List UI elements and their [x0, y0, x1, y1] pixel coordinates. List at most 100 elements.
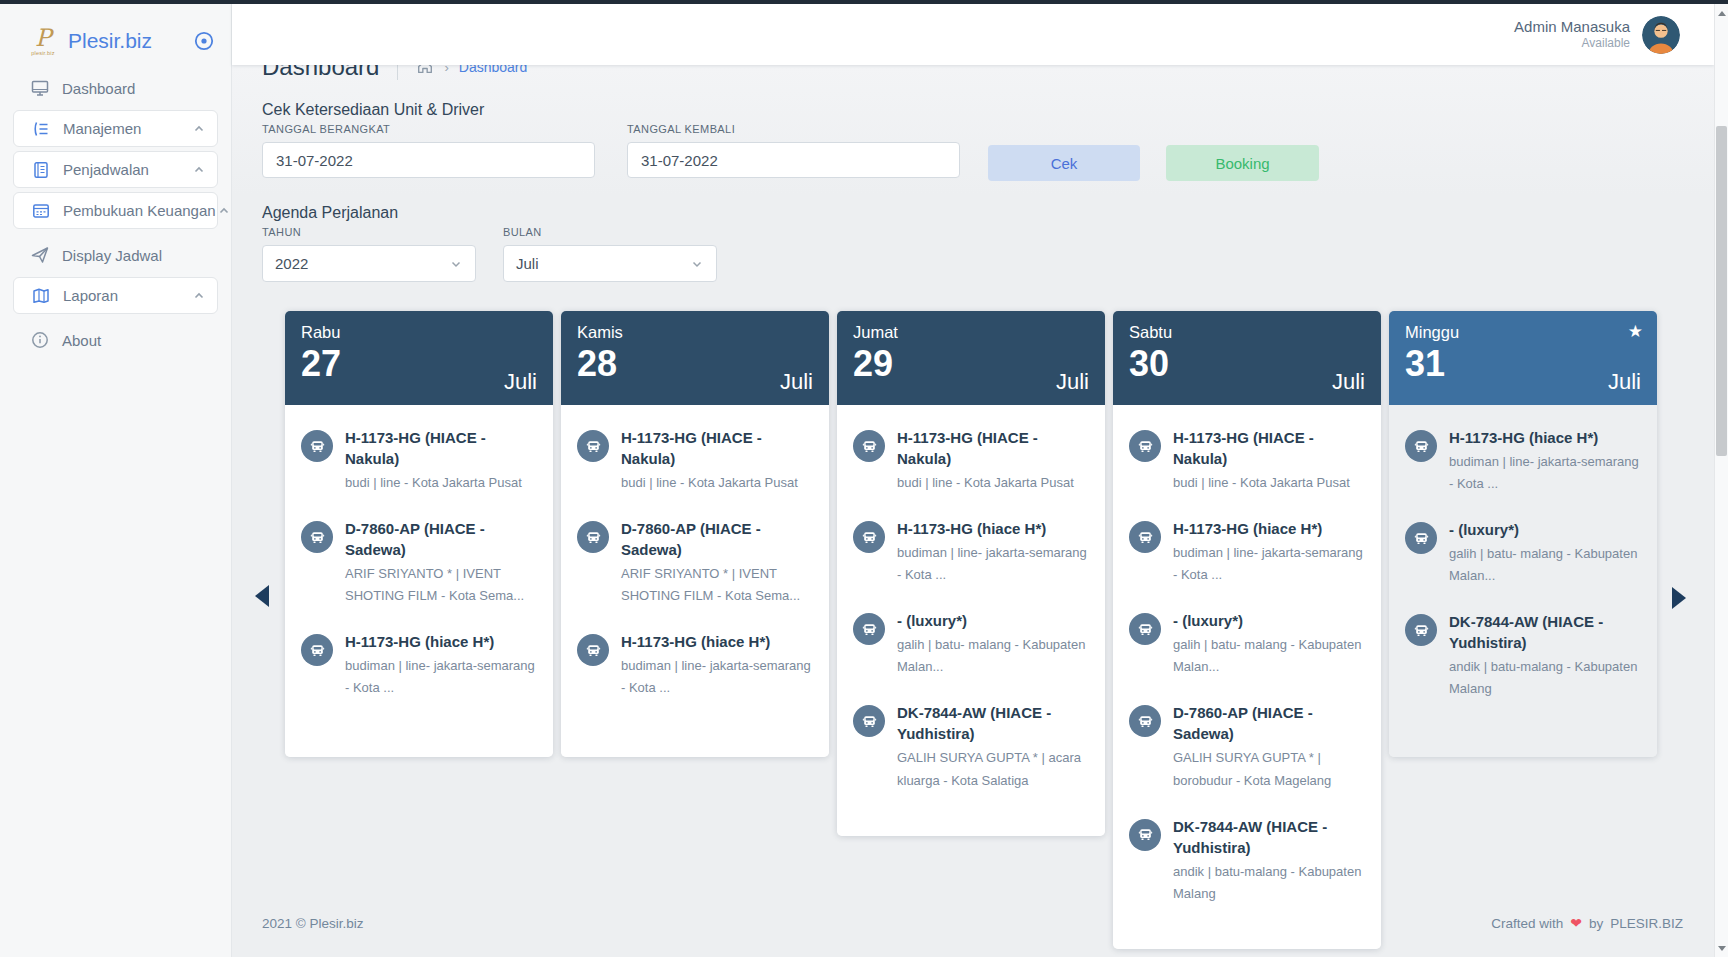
trip-details: budiman | line- jakarta-semarang - Kota … [621, 655, 815, 699]
schedule-item[interactable]: DK-7844-AW (HIACE - Yudhistira) andik | … [1405, 611, 1645, 700]
logo-p-glyph: P [35, 26, 51, 50]
day-month: Juli [1608, 369, 1641, 395]
day-card-header[interactable]: ★ Sabtu 30 Juli [1113, 311, 1381, 405]
vehicle-title: D-7860-AP (HIACE - Sadewa) [1173, 702, 1367, 744]
user-meta: Admin Manasuka Available [1514, 17, 1630, 52]
schedule-item[interactable]: H-1173-HG (hiace H*) budiman | line- jak… [853, 518, 1093, 586]
ledger-icon [31, 201, 51, 221]
trip-details: ARIF SRIYANTO * | IVENT SHOTING FILM - K… [621, 563, 815, 607]
month-select[interactable]: Juli [503, 245, 717, 282]
day-card-body: H-1173-HG (HIACE - Nakula) budi | line -… [561, 405, 829, 757]
sidebar-item-laporan[interactable]: Laporan [13, 277, 218, 314]
sidebar-nav: Dashboard Manajemen Penjadwalan Pe [0, 70, 231, 358]
return-date-label: TANGGAL KEMBALI [627, 123, 960, 135]
vehicle-icon [1129, 430, 1161, 462]
schedule-item-text: DK-7844-AW (HIACE - Yudhistira) andik | … [1173, 816, 1367, 905]
day-month: Juli [504, 369, 537, 395]
schedule-item[interactable]: H-1173-HG (hiace H*) budiman | line- jak… [577, 631, 817, 699]
schedule-item[interactable]: D-7860-AP (HIACE - Sadewa) ARIF SRIYANTO… [301, 518, 541, 607]
day-card: ★ Jumat 29 Juli H-1173-HG (HIACE - Nakul… [837, 311, 1105, 836]
depart-date-input[interactable] [262, 142, 595, 178]
brand-logo[interactable]: P plesir.biz [26, 26, 60, 57]
home-icon[interactable] [416, 65, 434, 76]
user-name: Admin Manasuka [1514, 17, 1630, 37]
schedule-item[interactable]: DK-7844-AW (HIACE - Yudhistira) GALIH SU… [853, 702, 1093, 791]
day-number: 28 [577, 343, 813, 385]
day-card-header[interactable]: ★ Kamis 28 Juli [561, 311, 829, 405]
schedule-item[interactable]: H-1173-HG (HIACE - Nakula) budi | line -… [577, 427, 817, 494]
schedule-item[interactable]: - (luxury*) galih | batu- malang - Kabup… [1405, 519, 1645, 587]
vehicle-title: - (luxury*) [1449, 519, 1643, 540]
schedule-item-text: H-1173-HG (HIACE - Nakula) budi | line -… [345, 427, 539, 494]
day-card: ★ Kamis 28 Juli H-1173-HG (HIACE - Nakul… [561, 311, 829, 757]
vehicle-title: - (luxury*) [1173, 610, 1367, 631]
schedule-item[interactable]: - (luxury*) galih | batu- malang - Kabup… [1129, 610, 1369, 678]
day-card-header[interactable]: ★ Rabu 27 Juli [285, 311, 553, 405]
vehicle-icon [1405, 430, 1437, 462]
user-avatar[interactable] [1642, 16, 1680, 54]
breadcrumb-dashboard-link[interactable]: Dashboard [459, 65, 528, 75]
schedule-item-text: DK-7844-AW (HIACE - Yudhistira) andik | … [1449, 611, 1643, 700]
trip-details: galih | batu- malang - Kabupaten Malan..… [1449, 543, 1643, 587]
schedule-item-text: D-7860-AP (HIACE - Sadewa) ARIF SRIYANTO… [621, 518, 815, 607]
schedule-item[interactable]: H-1173-HG (hiace H*) budiman | line- jak… [1405, 427, 1645, 495]
schedule-item[interactable]: - (luxury*) galih | batu- malang - Kabup… [853, 610, 1093, 678]
vehicle-icon [301, 521, 333, 553]
schedule-item-text: H-1173-HG (HIACE - Nakula) budi | line -… [1173, 427, 1367, 494]
sidebar-item-about[interactable]: About [0, 322, 231, 358]
year-select[interactable]: 2022 [262, 245, 476, 282]
day-card-header[interactable]: ★ Jumat 29 Juli [837, 311, 1105, 405]
vehicle-icon [577, 634, 609, 666]
schedule-item[interactable]: DK-7844-AW (HIACE - Yudhistira) andik | … [1129, 816, 1369, 905]
schedule-item[interactable]: D-7860-AP (HIACE - Sadewa) GALIH SURYA G… [1129, 702, 1369, 791]
trip-details: budiman | line- jakarta-semarang - Kota … [1449, 451, 1643, 495]
trip-details: budi | line - Kota Jakarta Pusat [1173, 472, 1367, 494]
heart-icon: ❤ [1570, 915, 1582, 931]
chevron-up-icon [191, 121, 207, 137]
scrollbar-thumb[interactable] [1716, 126, 1727, 456]
window-top-edge [0, 0, 1728, 4]
booking-button[interactable]: Booking [1166, 145, 1319, 181]
chevron-down-icon [690, 257, 704, 271]
page-header: Dashboard › Dashboard [262, 65, 527, 83]
vehicle-icon [853, 705, 885, 737]
vehicle-icon [1405, 522, 1437, 554]
schedule-item[interactable]: H-1173-HG (hiace H*) budiman | line- jak… [301, 631, 541, 699]
check-button[interactable]: Cek [988, 145, 1140, 181]
year-value: 2022 [275, 255, 308, 272]
chevron-up-icon [191, 288, 207, 304]
schedule-item[interactable]: H-1173-HG (hiace H*) budiman | line- jak… [1129, 518, 1369, 586]
schedule-item[interactable]: H-1173-HG (HIACE - Nakula) budi | line -… [1129, 427, 1369, 494]
schedule-item-text: H-1173-HG (hiace H*) budiman | line- jak… [345, 631, 539, 699]
scroll-down-arrow-icon[interactable] [1715, 941, 1728, 955]
brand-name[interactable]: Plesir.biz [68, 29, 193, 53]
carousel-prev-arrow[interactable] [255, 585, 269, 607]
day-card-body: H-1173-HG (HIACE - Nakula) budi | line -… [1113, 405, 1381, 949]
trip-details: ARIF SRIYANTO * | IVENT SHOTING FILM - K… [345, 563, 539, 607]
schedule-item-text: D-7860-AP (HIACE - Sadewa) GALIH SURYA G… [1173, 702, 1367, 791]
sidebar-item-dashboard[interactable]: Dashboard [0, 70, 231, 106]
sidebar-toggle-icon[interactable] [193, 30, 215, 52]
scroll-up-arrow-icon[interactable] [1715, 6, 1728, 20]
main-content: Dashboard › Dashboard Cek Ketersediaan U… [232, 65, 1714, 957]
trip-details: GALIH SURYA GUPTA * | borobudur - Kota M… [1173, 747, 1367, 791]
schedule-item[interactable]: H-1173-HG (HIACE - Nakula) budi | line -… [853, 427, 1093, 494]
sidebar-item-penjadwalan[interactable]: Penjadwalan [13, 151, 218, 188]
return-date-input[interactable] [627, 142, 960, 178]
trip-details: budi | line - Kota Jakarta Pusat [345, 472, 539, 494]
day-card-header[interactable]: ★ Minggu 31 Juli [1389, 311, 1657, 405]
availability-heading: Cek Ketersediaan Unit & Driver [262, 101, 484, 119]
sidebar-item-manajemen[interactable]: Manajemen [13, 110, 218, 147]
schedule-item-text: DK-7844-AW (HIACE - Yudhistira) GALIH SU… [897, 702, 1091, 791]
day-name: Sabtu [1129, 323, 1365, 342]
paper-plane-icon [30, 245, 50, 265]
carousel-next-arrow[interactable] [1672, 587, 1686, 609]
page-scrollbar[interactable] [1714, 4, 1728, 957]
vehicle-title: H-1173-HG (hiace H*) [345, 631, 539, 652]
list-icon [31, 119, 51, 139]
schedule-item[interactable]: D-7860-AP (HIACE - Sadewa) ARIF SRIYANTO… [577, 518, 817, 607]
sidebar-item-display-jadwal[interactable]: Display Jadwal [0, 237, 231, 273]
schedule-item[interactable]: H-1173-HG (HIACE - Nakula) budi | line -… [301, 427, 541, 494]
vehicle-title: H-1173-HG (HIACE - Nakula) [345, 427, 539, 469]
sidebar-item-pembukuan-keuangan[interactable]: Pembukuan Keuangan [13, 192, 218, 229]
